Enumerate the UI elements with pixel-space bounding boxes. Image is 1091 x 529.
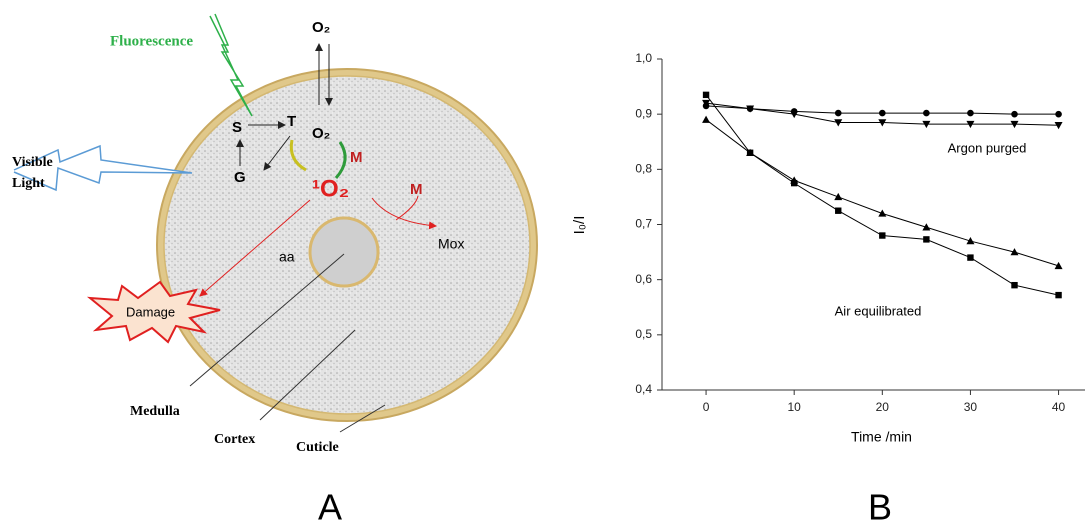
point [791,180,797,186]
point [1055,292,1061,298]
label: Damage [126,304,175,319]
label: aa [279,249,295,265]
point [967,254,973,260]
y-tick-label: 0,9 [635,106,652,120]
x-axis-title: Time /min [851,429,912,445]
point [703,92,709,98]
x-tick-label: 0 [703,400,710,414]
y-axis-title: I₀/I [571,216,588,235]
panel-label: B [868,487,892,528]
medulla-shape [310,218,378,286]
annotation: Air equilibrated [835,303,922,318]
point [1011,111,1018,118]
point [879,232,885,238]
point [878,209,886,216]
x-tick-label: 20 [876,400,890,414]
point [923,236,929,242]
y-tick-label: 0,6 [635,272,652,286]
x-tick-label: 30 [964,400,978,414]
page: Fluorescence O₂ S T O₂ G M ¹O₂ M Mox aa … [0,0,1091,529]
label: Cuticle [296,440,339,455]
point [834,193,842,200]
label: Cortex [214,432,255,447]
label: M [410,181,423,198]
y-tick-label: 0,7 [635,217,652,231]
point [835,110,842,117]
figure: Fluorescence O₂ S T O₂ G M ¹O₂ M Mox aa … [0,0,1091,529]
y-tick-label: 0,4 [635,382,652,396]
x-tick-label: 40 [1052,400,1066,414]
label: Mox [438,236,464,252]
label: Visible [12,155,53,170]
label: O₂ [312,19,330,36]
x-tick-label: 10 [788,400,802,414]
label: O₂ [312,125,330,142]
annotation: Argon purged [948,140,1027,155]
point [967,110,974,117]
label: G [234,169,246,186]
label: S [232,119,242,136]
label: ¹O₂ [312,175,349,202]
point [879,110,886,117]
chart: 0,4 0,5 0,6 0,7 0,8 0,9 1,0 0 10 20 30 40 Time /min I… [571,51,1085,445]
label: T [287,113,296,130]
point [1011,282,1017,288]
point [835,208,841,214]
label: Light [12,176,45,191]
point [1055,111,1062,118]
label: Medulla [130,404,180,419]
y-tick-label: 0,5 [635,327,652,341]
point [702,116,710,123]
panel-label: A [318,487,342,528]
label: M [350,149,363,166]
y-tick-label: 1,0 [635,51,652,65]
label: Fluorescence [110,33,193,49]
point [747,150,753,156]
point [923,110,930,117]
y-tick-label: 0,8 [635,162,652,176]
